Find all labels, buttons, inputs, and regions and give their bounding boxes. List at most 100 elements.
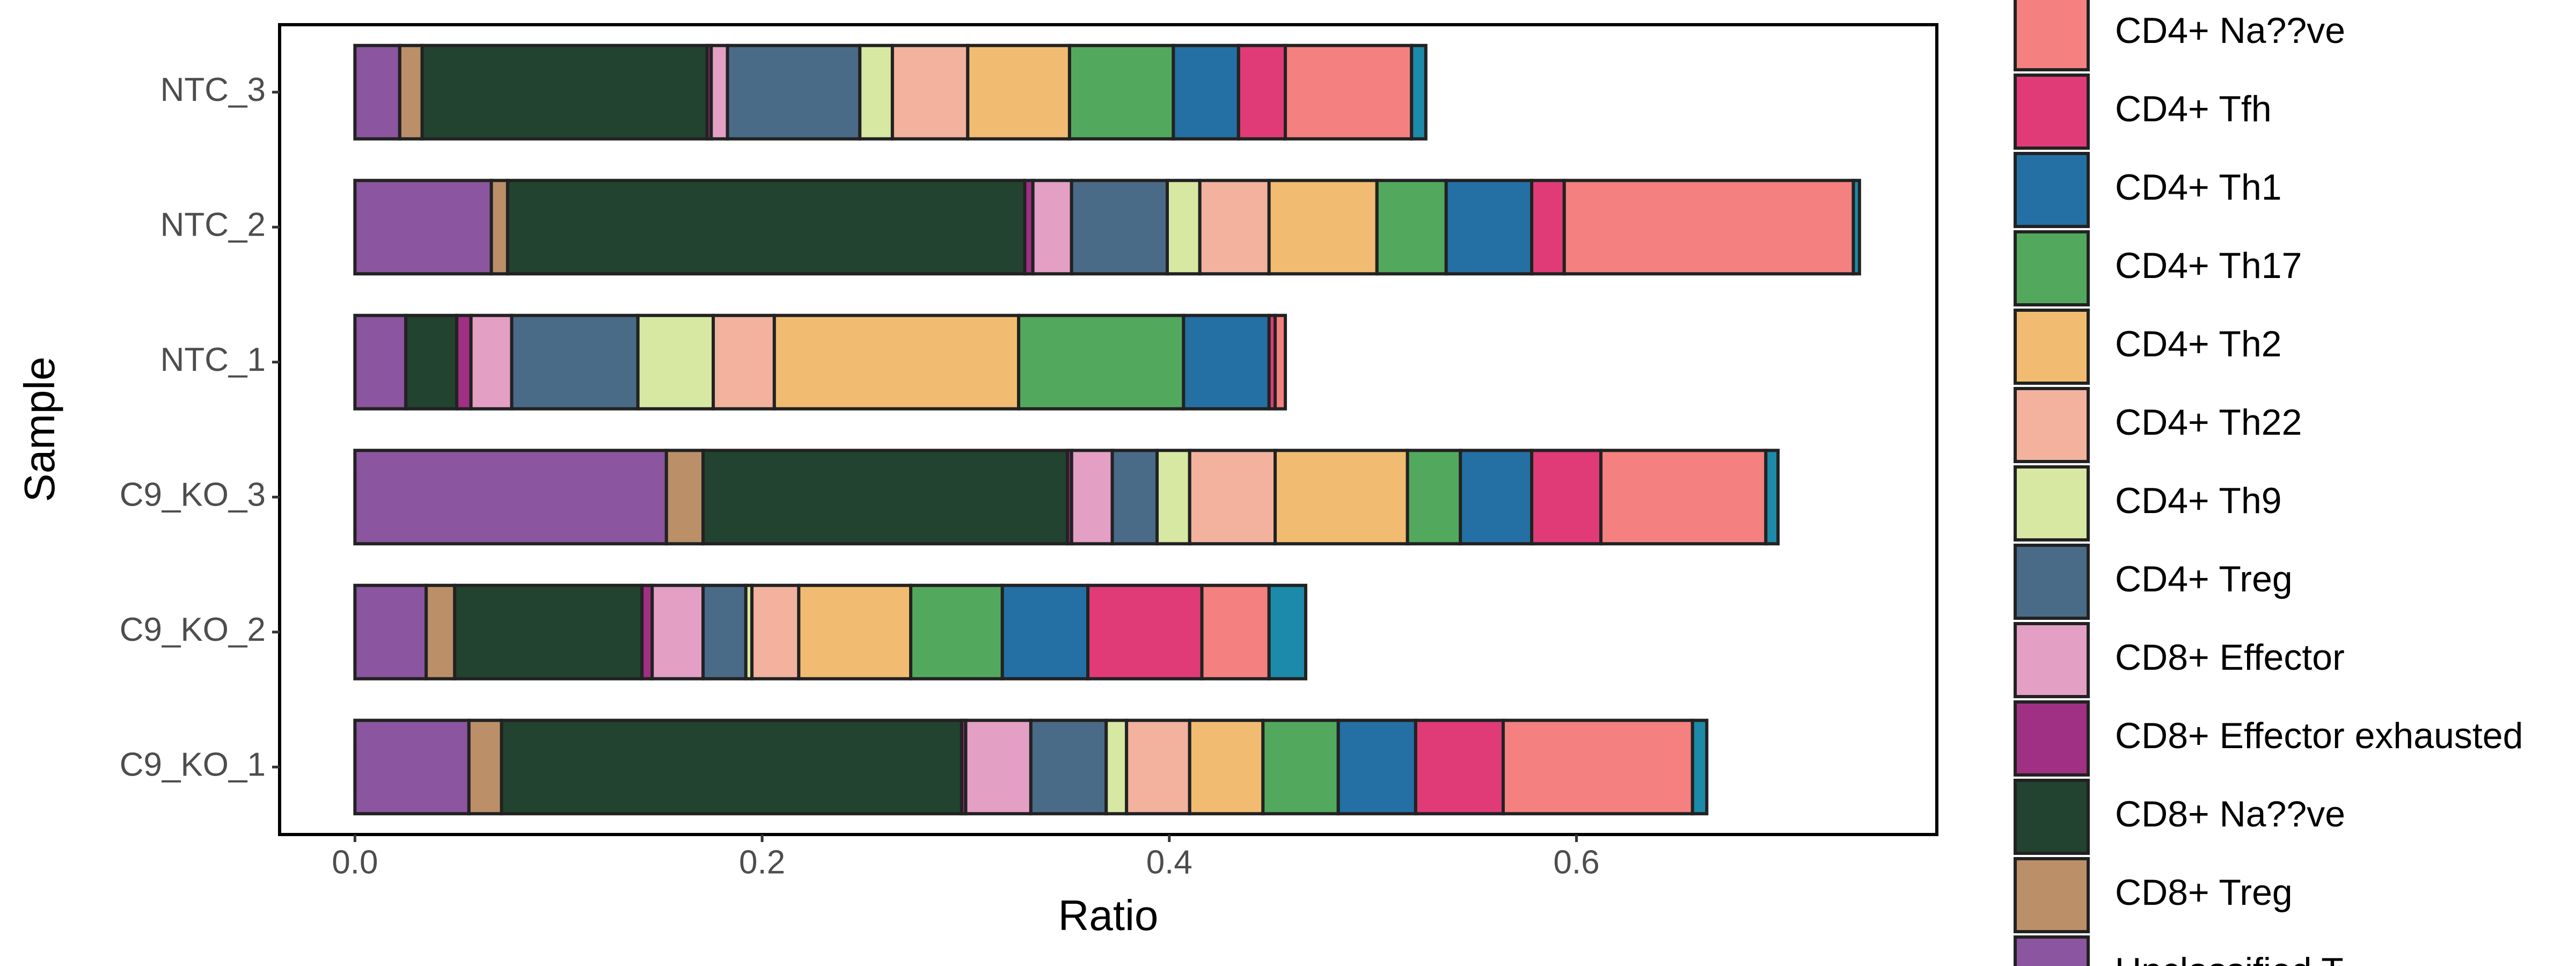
bar-segment: [1155, 449, 1191, 546]
bar-segment: [701, 583, 748, 680]
bar-segment: [455, 313, 473, 411]
bar-segment: [1110, 449, 1159, 546]
legend-label: CD4+ Na??ve: [2115, 10, 2345, 51]
bar-segment: [1599, 449, 1768, 546]
bar-segment: [636, 313, 715, 411]
bar-segment: [1530, 179, 1566, 276]
bar-segment: [1070, 179, 1169, 276]
bar-segment: [964, 719, 1033, 816]
bar-segment: [1236, 43, 1287, 141]
legend-label: CD4+ Treg: [2115, 559, 2293, 599]
bar-segment: [701, 449, 1070, 546]
legend-swatch: [2014, 309, 2090, 385]
bar-segment: [1086, 583, 1204, 680]
bar-segment: [726, 43, 862, 141]
legend-swatch: [2014, 465, 2090, 541]
legend-label: CD4+ Th2: [2115, 324, 2282, 364]
bar-segment: [797, 583, 913, 680]
legend-swatch: [2014, 230, 2090, 306]
bar-segment: [353, 583, 428, 680]
bar-segment: [1690, 719, 1709, 816]
bar-segment: [1017, 313, 1185, 411]
legend-swatch: [2014, 622, 2090, 698]
bar-segment: [1166, 179, 1202, 276]
bar-segment: [506, 179, 1027, 276]
bar-segment: [353, 179, 493, 276]
bar-segment: [1172, 43, 1240, 141]
bar-segment: [1459, 449, 1534, 546]
legend-swatch: [2014, 152, 2090, 228]
legend-label: CD4+ Th1: [2115, 167, 2282, 208]
bar-segment: [353, 313, 408, 411]
bar-segment: [664, 449, 705, 546]
bar-segment: [909, 583, 1004, 680]
legend-label: CD8+ Effector exhausted: [2115, 715, 2523, 756]
legend-label: CD4+ Tfh: [2115, 89, 2272, 129]
x-tick-label: 0.2: [739, 844, 785, 881]
bar-segment: [1067, 43, 1175, 141]
plot-border: [278, 23, 1938, 836]
bar-segment: [353, 43, 401, 141]
bar-segment: [1274, 313, 1287, 411]
bar-segment: [650, 583, 705, 680]
bar-segment: [1188, 719, 1265, 816]
legend-swatch: [2014, 779, 2090, 855]
bar-segment: [1031, 179, 1073, 276]
x-axis-title: Ratio: [1058, 891, 1159, 939]
bar-segment: [1188, 449, 1277, 546]
y-tick-label: NTC_1: [160, 341, 266, 378]
bar-segment: [1764, 449, 1780, 546]
bar-segment: [1284, 43, 1414, 141]
y-tick-label: NTC_2: [160, 207, 266, 244]
legend-swatch: [2014, 544, 2090, 620]
legend-label: CD8+ Treg: [2115, 872, 2293, 913]
bar-segment: [353, 449, 668, 546]
bar-segment: [1182, 313, 1271, 411]
bar-segment: [500, 719, 963, 816]
bar-segment: [489, 179, 509, 276]
bar-segment: [425, 583, 457, 680]
legend-swatch: [2014, 700, 2090, 777]
bar-segment: [1336, 719, 1417, 816]
bar-segment: [1200, 583, 1271, 680]
bar-segment: [1267, 179, 1379, 276]
bar-segment: [469, 313, 514, 411]
bar-segment: [709, 43, 729, 141]
legend-label: CD8+ Na??ve: [2115, 794, 2345, 835]
bar-segment: [1414, 719, 1505, 816]
y-tick-label: C9_KO_3: [120, 477, 266, 514]
bar-segment: [1198, 179, 1271, 276]
bar-segment: [772, 313, 1021, 411]
bar-segment: [398, 43, 424, 141]
bar-segment: [966, 43, 1071, 141]
bar-segment: [858, 43, 894, 141]
bar-segment: [1267, 583, 1307, 680]
bar-segment: [1125, 719, 1191, 816]
y-axis-title: Sample: [16, 356, 63, 502]
legend-swatch: [2014, 935, 2090, 966]
y-tick-label: NTC_3: [160, 71, 266, 108]
bar-segment: [750, 583, 801, 680]
bar-segment: [1375, 179, 1448, 276]
bar-segment: [1070, 449, 1114, 546]
bar-segment: [1406, 449, 1462, 546]
x-tick-label: 0.4: [1146, 844, 1192, 881]
bar-segment: [1000, 583, 1090, 680]
x-tick-label: 0.0: [332, 844, 378, 881]
bar-segment: [1530, 449, 1603, 546]
bar-segment: [353, 719, 471, 816]
legend-label: CD4+ Th17: [2115, 245, 2302, 286]
y-tick-label: C9_KO_1: [120, 747, 266, 784]
bar-segment: [510, 313, 640, 411]
legend-label: CD8+ Effector: [2115, 637, 2345, 678]
bar-segment: [1104, 719, 1129, 816]
bar-segment: [1261, 719, 1340, 816]
bar-segment: [712, 313, 776, 411]
bar-segment: [1562, 179, 1855, 276]
legend-swatch: [2014, 857, 2090, 933]
bar-segment: [1410, 43, 1428, 141]
legend-label: CD4+ Th9: [2115, 480, 2282, 521]
bar-segment: [1444, 179, 1534, 276]
